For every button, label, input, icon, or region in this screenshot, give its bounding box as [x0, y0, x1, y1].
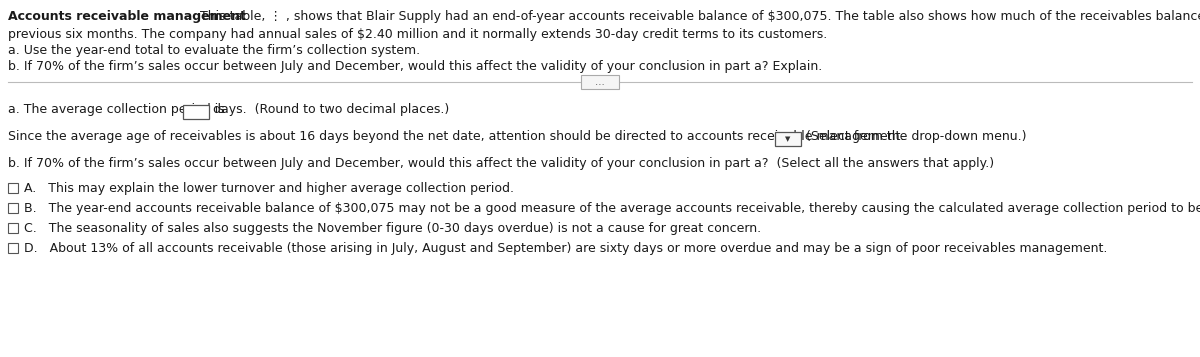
Text: B.   The year-end accounts receivable balance of $300,075 may not be a good meas: B. The year-end accounts receivable bala…	[24, 202, 1200, 215]
Text: ▼: ▼	[785, 136, 791, 142]
Bar	[8, 223, 18, 233]
Bar	[8, 203, 18, 213]
Bar	[8, 243, 18, 253]
Text: (Select from the drop-down menu.): (Select from the drop-down menu.)	[806, 130, 1026, 143]
Bar	[581, 75, 619, 89]
Bar	[775, 132, 802, 146]
Text: This table, ⋮ , shows that Blair Supply had an end-of-year accounts receivable b: This table, ⋮ , shows that Blair Supply …	[192, 10, 1200, 23]
Text: C.   The seasonality of sales also suggests the November figure (0-30 days overd: C. The seasonality of sales also suggest…	[24, 222, 761, 235]
Text: a. The average collection period is: a. The average collection period is	[8, 103, 224, 116]
Text: D.   About 13% of all accounts receivable (those arising in July, August and Sep: D. About 13% of all accounts receivable …	[24, 242, 1108, 255]
Text: b. If 70% of the firm’s sales occur between July and December, would this affect: b. If 70% of the firm’s sales occur betw…	[8, 157, 994, 170]
Text: A.   This may explain the lower turnover and higher average collection period.: A. This may explain the lower turnover a…	[24, 182, 514, 195]
Text: …: …	[595, 77, 605, 87]
Text: b. If 70% of the firm’s sales occur between July and December, would this affect: b. If 70% of the firm’s sales occur betw…	[8, 60, 822, 73]
Bar	[8, 183, 18, 193]
Text: previous six months. The company had annual sales of $2.40 million and it normal: previous six months. The company had ann…	[8, 28, 827, 41]
Text: Since the average age of receivables is about 16 days beyond the net date, atten: Since the average age of receivables is …	[8, 130, 905, 143]
Text: days.  (Round to two decimal places.): days. (Round to two decimal places.)	[214, 103, 449, 116]
Text: Accounts receivable management: Accounts receivable management	[8, 10, 246, 23]
Bar	[182, 105, 209, 119]
Text: a. Use the year-end total to evaluate the firm’s collection system.: a. Use the year-end total to evaluate th…	[8, 44, 420, 57]
